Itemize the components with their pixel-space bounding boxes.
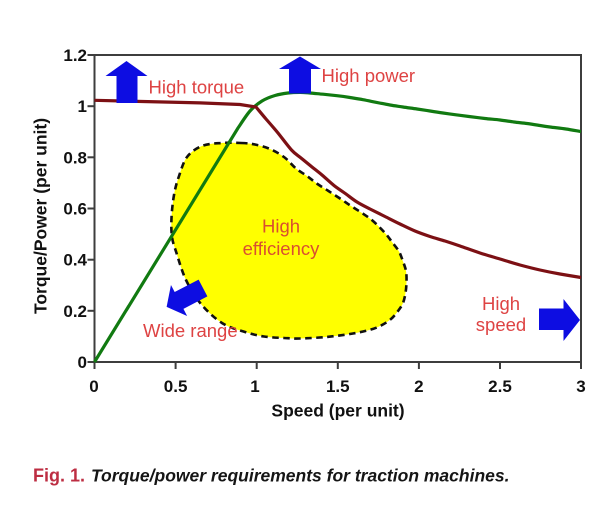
- svg-text:1.5: 1.5: [326, 377, 350, 396]
- svg-text:Fig. 1.: Fig. 1.: [33, 466, 85, 486]
- svg-text:High torque: High torque: [149, 76, 245, 97]
- svg-text:High: High: [262, 215, 300, 236]
- svg-text:Torque/power requirements for: Torque/power requirements for traction m…: [91, 466, 509, 486]
- svg-text:High: High: [482, 293, 520, 314]
- svg-text:efficiency: efficiency: [243, 238, 321, 259]
- svg-text:0.6: 0.6: [63, 200, 87, 219]
- svg-text:Torque/Power (per unit): Torque/Power (per unit): [31, 118, 51, 314]
- svg-text:3: 3: [576, 377, 585, 396]
- svg-text:0: 0: [89, 377, 98, 396]
- svg-text:1: 1: [78, 97, 87, 116]
- svg-text:0.2: 0.2: [63, 302, 87, 321]
- svg-text:Speed (per unit): Speed (per unit): [271, 401, 404, 421]
- svg-text:2.5: 2.5: [488, 377, 512, 396]
- svg-text:Wide range: Wide range: [143, 320, 238, 341]
- svg-text:0.5: 0.5: [164, 377, 188, 396]
- svg-text:1: 1: [250, 377, 259, 396]
- svg-text:0: 0: [78, 353, 87, 372]
- svg-text:2: 2: [414, 377, 423, 396]
- svg-text:speed: speed: [476, 314, 526, 335]
- svg-text:High power: High power: [322, 65, 416, 86]
- svg-text:0.8: 0.8: [63, 149, 87, 168]
- svg-text:1.2: 1.2: [63, 46, 87, 65]
- svg-text:0.4: 0.4: [63, 251, 87, 270]
